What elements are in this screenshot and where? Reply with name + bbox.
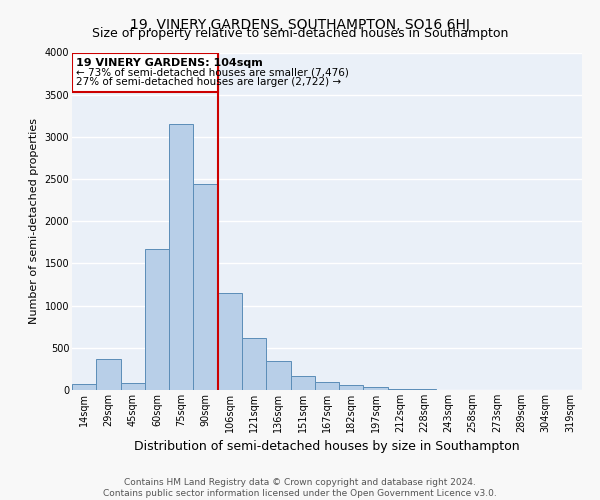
Bar bbox=[266, 362, 290, 390]
Text: Contains HM Land Registry data © Crown copyright and database right 2024.
Contai: Contains HM Land Registry data © Crown c… bbox=[103, 478, 497, 498]
Y-axis label: Number of semi-detached properties: Number of semi-detached properties bbox=[29, 118, 39, 324]
Bar bbox=[72, 384, 96, 390]
Bar bbox=[388, 388, 412, 390]
Bar bbox=[364, 388, 388, 390]
Bar bbox=[412, 389, 436, 390]
Bar bbox=[315, 382, 339, 390]
X-axis label: Distribution of semi-detached houses by size in Southampton: Distribution of semi-detached houses by … bbox=[134, 440, 520, 454]
Text: 27% of semi-detached houses are larger (2,722) →: 27% of semi-detached houses are larger (… bbox=[76, 77, 341, 87]
Bar bbox=[242, 338, 266, 390]
Bar bbox=[96, 359, 121, 390]
Bar bbox=[145, 249, 169, 390]
Text: 19, VINERY GARDENS, SOUTHAMPTON, SO16 6HJ: 19, VINERY GARDENS, SOUTHAMPTON, SO16 6H… bbox=[130, 18, 470, 32]
Bar bbox=[121, 383, 145, 390]
Bar bbox=[193, 184, 218, 390]
Text: ← 73% of semi-detached houses are smaller (7,476): ← 73% of semi-detached houses are smalle… bbox=[76, 68, 349, 78]
Bar bbox=[218, 293, 242, 390]
Bar bbox=[339, 385, 364, 390]
Bar bbox=[290, 376, 315, 390]
Bar bbox=[169, 124, 193, 390]
Bar bbox=[72, 52, 218, 92]
Text: Size of property relative to semi-detached houses in Southampton: Size of property relative to semi-detach… bbox=[92, 28, 508, 40]
Text: 19 VINERY GARDENS: 104sqm: 19 VINERY GARDENS: 104sqm bbox=[76, 58, 262, 68]
